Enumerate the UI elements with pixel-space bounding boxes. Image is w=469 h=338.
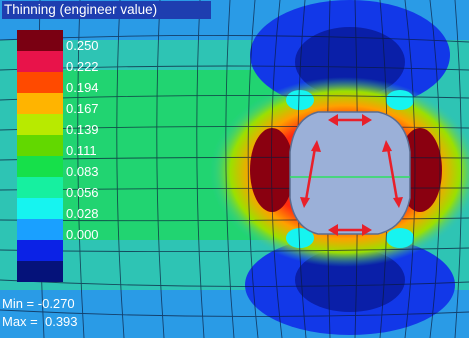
legend-swatch <box>17 51 63 72</box>
legend-swatch <box>17 198 63 219</box>
legend-swatch <box>17 30 63 51</box>
legend-swatch <box>17 135 63 156</box>
upper-left-cyan-patch <box>286 90 314 110</box>
right-stretch-arrow <box>386 147 399 201</box>
legend-swatch <box>17 156 63 177</box>
legend-tick-label: 0.000 <box>66 227 99 242</box>
legend-swatch <box>17 261 63 282</box>
left-stretch-arrow <box>304 147 317 201</box>
legend-tick-label: 0.167 <box>66 101 99 116</box>
color-legend: 0.250 0.222 0.194 0.167 0.139 0.111 0.08… <box>17 30 127 282</box>
stretch-arrows <box>300 114 403 236</box>
hole-cutout <box>289 111 411 235</box>
left-arrowhead-top <box>311 140 321 152</box>
legend-swatch <box>17 240 63 261</box>
legend-tick-label: 0.139 <box>66 122 99 137</box>
contour-title: Thinning (engineer value) <box>2 1 211 19</box>
legend-tick-label: 0.222 <box>66 59 99 74</box>
legend-swatch <box>17 219 63 240</box>
lower-left-cyan-patch <box>286 228 314 248</box>
min-value-label: Min = -0.270 <box>2 296 75 311</box>
bottom-arrowhead-left <box>328 224 338 236</box>
legend-tick-label: 0.194 <box>66 80 99 95</box>
top-arrowhead-right <box>362 114 372 126</box>
legend-tick-label: 0.056 <box>66 185 99 200</box>
right-arrowhead-top <box>382 140 392 152</box>
legend-swatch <box>17 177 63 198</box>
right-arrowhead-bottom <box>393 197 403 208</box>
top-arrowhead-left <box>328 114 338 126</box>
legend-tick-label: 0.083 <box>66 164 99 179</box>
max-value-label: Max = 0.393 <box>2 314 78 329</box>
legend-tick-label: 0.028 <box>66 206 99 221</box>
legend-swatch <box>17 72 63 93</box>
left-arrowhead-bottom <box>300 197 310 208</box>
bottom-arrowhead-right <box>362 224 372 236</box>
left-darkred-zone <box>250 128 294 212</box>
legend-swatch <box>17 93 63 114</box>
legend-tick-label: 0.250 <box>66 38 99 53</box>
legend-swatch <box>17 114 63 135</box>
legend-tick-label: 0.111 <box>66 143 97 158</box>
lower-right-cyan-patch <box>386 228 414 248</box>
upper-right-cyan-patch <box>386 90 414 110</box>
